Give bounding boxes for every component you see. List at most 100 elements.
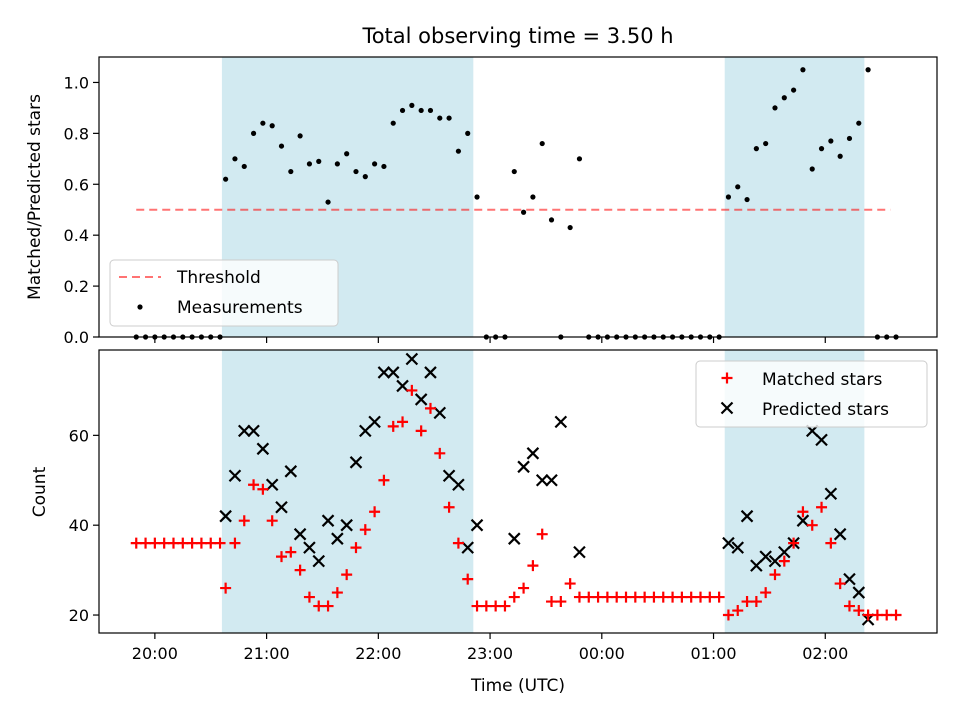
matched-star-point bbox=[248, 479, 260, 491]
predicted-star-point bbox=[507, 532, 521, 545]
matched-star-point bbox=[130, 537, 142, 549]
measurement-point bbox=[381, 163, 387, 170]
measurement-point bbox=[223, 176, 229, 182]
matched-star-point bbox=[387, 420, 399, 432]
top-y-tick-label: 0.0 bbox=[64, 328, 89, 347]
top-legend-frame bbox=[109, 259, 339, 327]
matched-star-point bbox=[825, 537, 837, 549]
predicted-star-point bbox=[275, 500, 288, 514]
x-tick-label: 20:00 bbox=[132, 644, 178, 663]
measurement-point bbox=[865, 67, 871, 73]
matched-star-point bbox=[555, 596, 567, 608]
matched-star-point bbox=[722, 609, 734, 621]
predicted-star-point bbox=[340, 518, 353, 532]
matched-star-point bbox=[639, 591, 651, 603]
measurement-point bbox=[334, 161, 340, 167]
measurement-point bbox=[446, 115, 452, 121]
x-tick-label: 01:00 bbox=[690, 644, 736, 663]
predicted-star-point bbox=[796, 514, 810, 527]
bottom-y-tick-label: 60 bbox=[69, 426, 89, 445]
legend-matched-label: Matched stars bbox=[762, 370, 882, 390]
measurement-point bbox=[511, 168, 517, 175]
predicted-star-point bbox=[219, 509, 232, 523]
chart-title: Total observing time = 3.50 h bbox=[361, 24, 673, 48]
predicted-star-point bbox=[247, 424, 260, 438]
x-axis-label: Time (UTC) bbox=[470, 676, 565, 696]
measurement-point bbox=[800, 67, 806, 73]
matched-star-point bbox=[214, 537, 226, 549]
predicted-star-point bbox=[321, 514, 335, 527]
matched-star-point bbox=[629, 591, 641, 603]
measurement-point bbox=[362, 174, 368, 180]
measurement-point bbox=[753, 146, 759, 152]
x-tick-label: 02:00 bbox=[802, 644, 848, 663]
bottom-y-tick-label: 20 bbox=[69, 606, 89, 625]
measurement-point bbox=[725, 194, 732, 200]
predicted-star-point bbox=[433, 406, 447, 420]
matched-star-point bbox=[499, 600, 511, 612]
matched-star-point bbox=[620, 591, 632, 603]
predicted-star-point bbox=[554, 415, 568, 429]
measurement-point bbox=[409, 102, 415, 108]
matched-star-point bbox=[732, 605, 744, 617]
measurement-point bbox=[735, 184, 741, 190]
predicted-star-point bbox=[815, 433, 828, 447]
top-y-tick-label: 1.0 bbox=[64, 73, 89, 92]
measurement-point bbox=[325, 199, 331, 205]
matched-star-point bbox=[397, 416, 409, 428]
measurement-point bbox=[232, 156, 238, 162]
matched-star-point bbox=[350, 542, 362, 554]
matched-star-point bbox=[648, 591, 660, 603]
matched-star-point bbox=[685, 591, 697, 603]
matched-star-point bbox=[424, 402, 436, 414]
measurement-point bbox=[316, 158, 322, 164]
predicted-star-point bbox=[517, 460, 530, 474]
measurement-point bbox=[455, 148, 462, 154]
matched-star-point bbox=[657, 591, 669, 603]
measurement-point bbox=[818, 146, 825, 152]
predicted-star-point bbox=[349, 456, 363, 469]
predicted-star-point bbox=[740, 509, 754, 523]
measurement-point bbox=[828, 138, 834, 144]
x-tick-label: 21:00 bbox=[244, 644, 290, 663]
matched-star-point bbox=[331, 587, 343, 599]
matched-star-point bbox=[760, 587, 772, 599]
top-y-axis: 0.0 0.2 0.4 0.6 0.8 1.0 bbox=[64, 73, 99, 347]
matched-star-point bbox=[797, 506, 809, 518]
legend-measurements-label: Measurements bbox=[177, 298, 303, 318]
predicted-star-point bbox=[396, 379, 409, 393]
top-y-axis-label: Matched/Predicted stars bbox=[25, 94, 45, 300]
measurement-point bbox=[269, 123, 275, 129]
measurement-point bbox=[353, 168, 359, 175]
legend-threshold-label: Threshold bbox=[176, 268, 261, 288]
legend-predicted-label: Predicted stars bbox=[762, 400, 889, 420]
predicted-star-point bbox=[414, 393, 428, 406]
matched-star-point bbox=[741, 596, 753, 608]
measurement-point bbox=[791, 87, 797, 93]
predicted-star-point bbox=[256, 442, 270, 456]
matched-star-point bbox=[266, 515, 278, 527]
measurement-point bbox=[772, 105, 778, 111]
predicted-star-point bbox=[303, 541, 316, 554]
measurement-point bbox=[809, 166, 815, 172]
predicted-star-point bbox=[852, 586, 866, 599]
matched-star-point bbox=[750, 596, 762, 608]
predicted-star-point bbox=[470, 518, 484, 532]
matched-star-point bbox=[415, 425, 427, 437]
measurement-point bbox=[399, 107, 406, 114]
matched-star-point bbox=[452, 537, 464, 549]
matched-star-point bbox=[341, 569, 353, 581]
measurement-point bbox=[781, 95, 787, 101]
top-y-tick-label: 0.6 bbox=[64, 175, 89, 194]
top-x-ticks bbox=[154, 337, 826, 343]
matched-star-point bbox=[443, 501, 455, 513]
predicted-star-point bbox=[824, 487, 838, 501]
matched-star-point bbox=[186, 537, 198, 549]
matched-star-point bbox=[158, 537, 170, 549]
matched-star-point bbox=[694, 591, 706, 603]
predicted-star-point bbox=[405, 352, 419, 366]
measurement-point bbox=[548, 217, 555, 223]
matched-star-point bbox=[303, 591, 315, 603]
predicted-star-point bbox=[526, 447, 540, 460]
x-tick-label: 23:00 bbox=[467, 644, 513, 663]
